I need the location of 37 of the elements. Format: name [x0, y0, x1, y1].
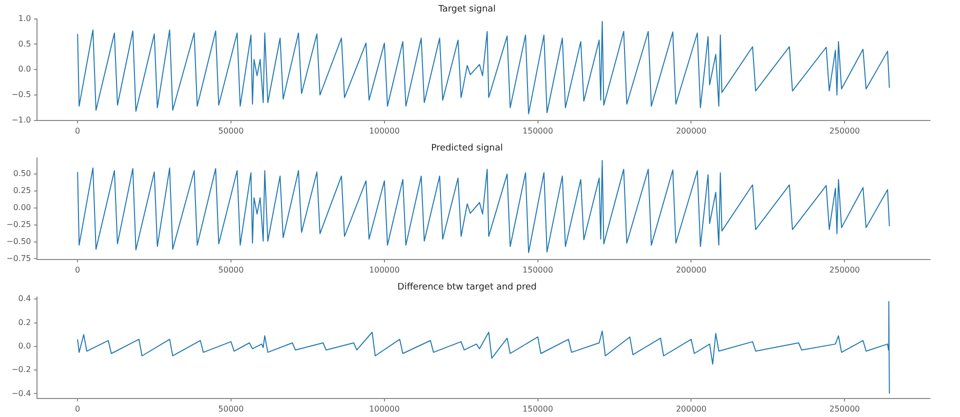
- x-tick-label: 50000: [218, 404, 244, 414]
- x-tick-label: 0: [75, 126, 80, 136]
- x-tick-label: 50000: [218, 126, 244, 136]
- x-tick-label: 0: [75, 265, 80, 274]
- x-tick-label: 250000: [829, 404, 860, 414]
- y-tick-label: 0.2: [18, 318, 31, 327]
- chart-title: Predicted signal: [431, 144, 503, 154]
- x-tick-label: 100000: [369, 126, 400, 136]
- x-tick-label: 200000: [676, 126, 706, 136]
- y-tick-label: −0.25: [6, 220, 31, 229]
- y-tick-label: 0.0: [18, 341, 31, 350]
- y-tick-label: 1.0: [18, 14, 31, 23]
- y-tick-label: 0.5: [18, 39, 31, 48]
- x-tick-label: 250000: [829, 126, 860, 136]
- y-tick-label: −0.5: [12, 90, 31, 100]
- x-tick-label: 150000: [522, 126, 554, 136]
- y-tick-label: 0.0: [18, 64, 31, 74]
- x-tick-label: 250000: [829, 265, 860, 274]
- y-tick-label: −0.75: [6, 254, 31, 263]
- x-tick-label: 200000: [676, 404, 706, 414]
- chart-title: Difference btw target and pred: [397, 282, 537, 293]
- x-tick-label: 50000: [218, 265, 244, 274]
- x-tick-label: 200000: [676, 265, 706, 274]
- x-tick-label: 0: [75, 404, 80, 414]
- x-tick-label: 100000: [369, 265, 400, 274]
- chart-title: Target signal: [437, 4, 496, 15]
- y-tick-label: 0.25: [13, 186, 31, 196]
- x-tick-label: 150000: [522, 265, 554, 274]
- x-tick-label: 150000: [522, 404, 554, 414]
- x-tick-label: 100000: [369, 404, 400, 414]
- y-tick-label: 0.50: [13, 169, 31, 178]
- y-tick-label: −1.0: [12, 115, 31, 124]
- y-tick-label: 0.4: [18, 294, 31, 304]
- y-tick-label: −0.4: [12, 388, 31, 398]
- y-tick-label: 0.00: [13, 203, 31, 212]
- y-tick-label: −0.2: [12, 365, 31, 374]
- y-tick-label: −0.50: [6, 236, 31, 246]
